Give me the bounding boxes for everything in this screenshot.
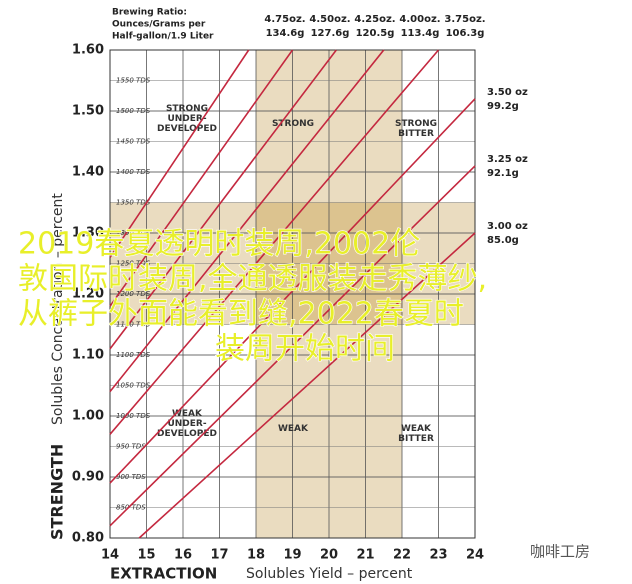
tds-tick-label: 1050 TDS bbox=[116, 382, 151, 390]
ratio-line bbox=[109, 49, 385, 393]
ratio-grams: 99.2g bbox=[487, 101, 519, 112]
header-text: Ounces/Grams per bbox=[112, 20, 206, 30]
ratio-line bbox=[109, 49, 337, 350]
tds-tick-label: 1450 TDS bbox=[116, 138, 151, 146]
x-tick-label: 21 bbox=[356, 548, 374, 563]
ratio-grams: 120.5g bbox=[356, 28, 395, 39]
x-tick-label: 17 bbox=[210, 548, 228, 563]
overlay-text: 装周开始时间 bbox=[215, 332, 395, 367]
x-tick-label: 16 bbox=[174, 548, 192, 563]
y-tick-label: 0.90 bbox=[72, 470, 104, 485]
overlay-text: 从裤子外面能看到缝,2022春夏时 bbox=[18, 297, 464, 332]
ratio-line bbox=[138, 232, 476, 539]
region-label: STRONG bbox=[272, 119, 314, 129]
ratio-name: 3.00 oz bbox=[487, 221, 528, 232]
watermark: 咖啡工房 bbox=[530, 543, 590, 561]
region-label: WEAK bbox=[278, 424, 309, 434]
ratio-name: 4.75oz. bbox=[264, 14, 305, 25]
ratio-name: 4.25oz. bbox=[354, 14, 395, 25]
y-tick-label: 1.30 bbox=[72, 226, 104, 241]
x-tick-label: 23 bbox=[429, 548, 447, 563]
ratio-line bbox=[109, 49, 250, 258]
ratio-line bbox=[109, 49, 294, 307]
y-axis-subtitle: Solubles Concentration – percent bbox=[50, 193, 66, 425]
header-text: Half-gallon/1.9 Liter bbox=[112, 32, 214, 42]
ratio-name: 4.00oz. bbox=[399, 14, 440, 25]
y-tick-label: 1.50 bbox=[72, 104, 104, 119]
y-tick-label: 1.20 bbox=[72, 287, 104, 302]
y-axis-title: STRENGTH bbox=[48, 444, 67, 540]
ratio-name: 3.50 oz bbox=[487, 87, 528, 98]
ratio-grams: 134.6g bbox=[266, 28, 305, 39]
ratio-name: 3.25 oz bbox=[487, 154, 528, 165]
ratio-grams: 92.1g bbox=[487, 168, 519, 179]
region-label: WEAK BITTER bbox=[398, 424, 434, 444]
overlay-text: 2019春夏透明时装周,2002伦 bbox=[18, 227, 420, 262]
y-tick-label: 1.00 bbox=[72, 409, 104, 424]
tds-tick-label: 850 TDS bbox=[116, 504, 146, 512]
ratio-line bbox=[109, 165, 476, 527]
tds-tick-label: 950 TDS bbox=[116, 443, 146, 451]
x-tick-label: 14 bbox=[101, 548, 119, 563]
y-tick-label: 1.10 bbox=[72, 348, 104, 363]
x-axis-title: EXTRACTION bbox=[110, 565, 217, 583]
x-tick-label: 15 bbox=[137, 548, 155, 563]
ratio-grams: 85.0g bbox=[487, 235, 519, 246]
tds-tick-label: 1350 TDS bbox=[116, 199, 151, 207]
ratio-line bbox=[109, 49, 440, 435]
region-label: WEAK UNDER-DEVELOPED bbox=[157, 409, 217, 439]
x-tick-label: 19 bbox=[283, 548, 301, 563]
tds-tick-label: 1150 TDS bbox=[116, 321, 151, 329]
tds-tick-label: 1250 TDS bbox=[116, 260, 151, 268]
tds-tick-label: 1550 TDS bbox=[116, 77, 151, 85]
ratio-line bbox=[109, 98, 476, 484]
x-tick-label: 18 bbox=[247, 548, 265, 563]
ratio-grams: 127.6g bbox=[311, 28, 350, 39]
y-tick-label: 1.60 bbox=[72, 43, 104, 58]
overlay-text: 敦国际时装周,全通透服装走秀薄纱, bbox=[18, 262, 487, 297]
x-tick-label: 22 bbox=[393, 548, 411, 563]
ratio-name: 3.75oz. bbox=[444, 14, 485, 25]
y-tick-label: 1.40 bbox=[72, 165, 104, 180]
region-label: STRONG UNDER-DEVELOPED bbox=[157, 104, 217, 134]
ratio-grams: 113.4g bbox=[401, 28, 440, 39]
x-axis-subtitle: Solubles Yield – percent bbox=[246, 566, 413, 582]
y-tick-label: 0.80 bbox=[72, 531, 104, 546]
ratio-name: 4.50oz. bbox=[309, 14, 350, 25]
x-tick-label: 20 bbox=[320, 548, 338, 563]
ratio-grams: 106.3g bbox=[446, 28, 485, 39]
header-text: Brewing Ratio: bbox=[112, 8, 187, 18]
x-tick-label: 24 bbox=[466, 548, 484, 563]
region-label: STRONG BITTER bbox=[395, 119, 437, 139]
